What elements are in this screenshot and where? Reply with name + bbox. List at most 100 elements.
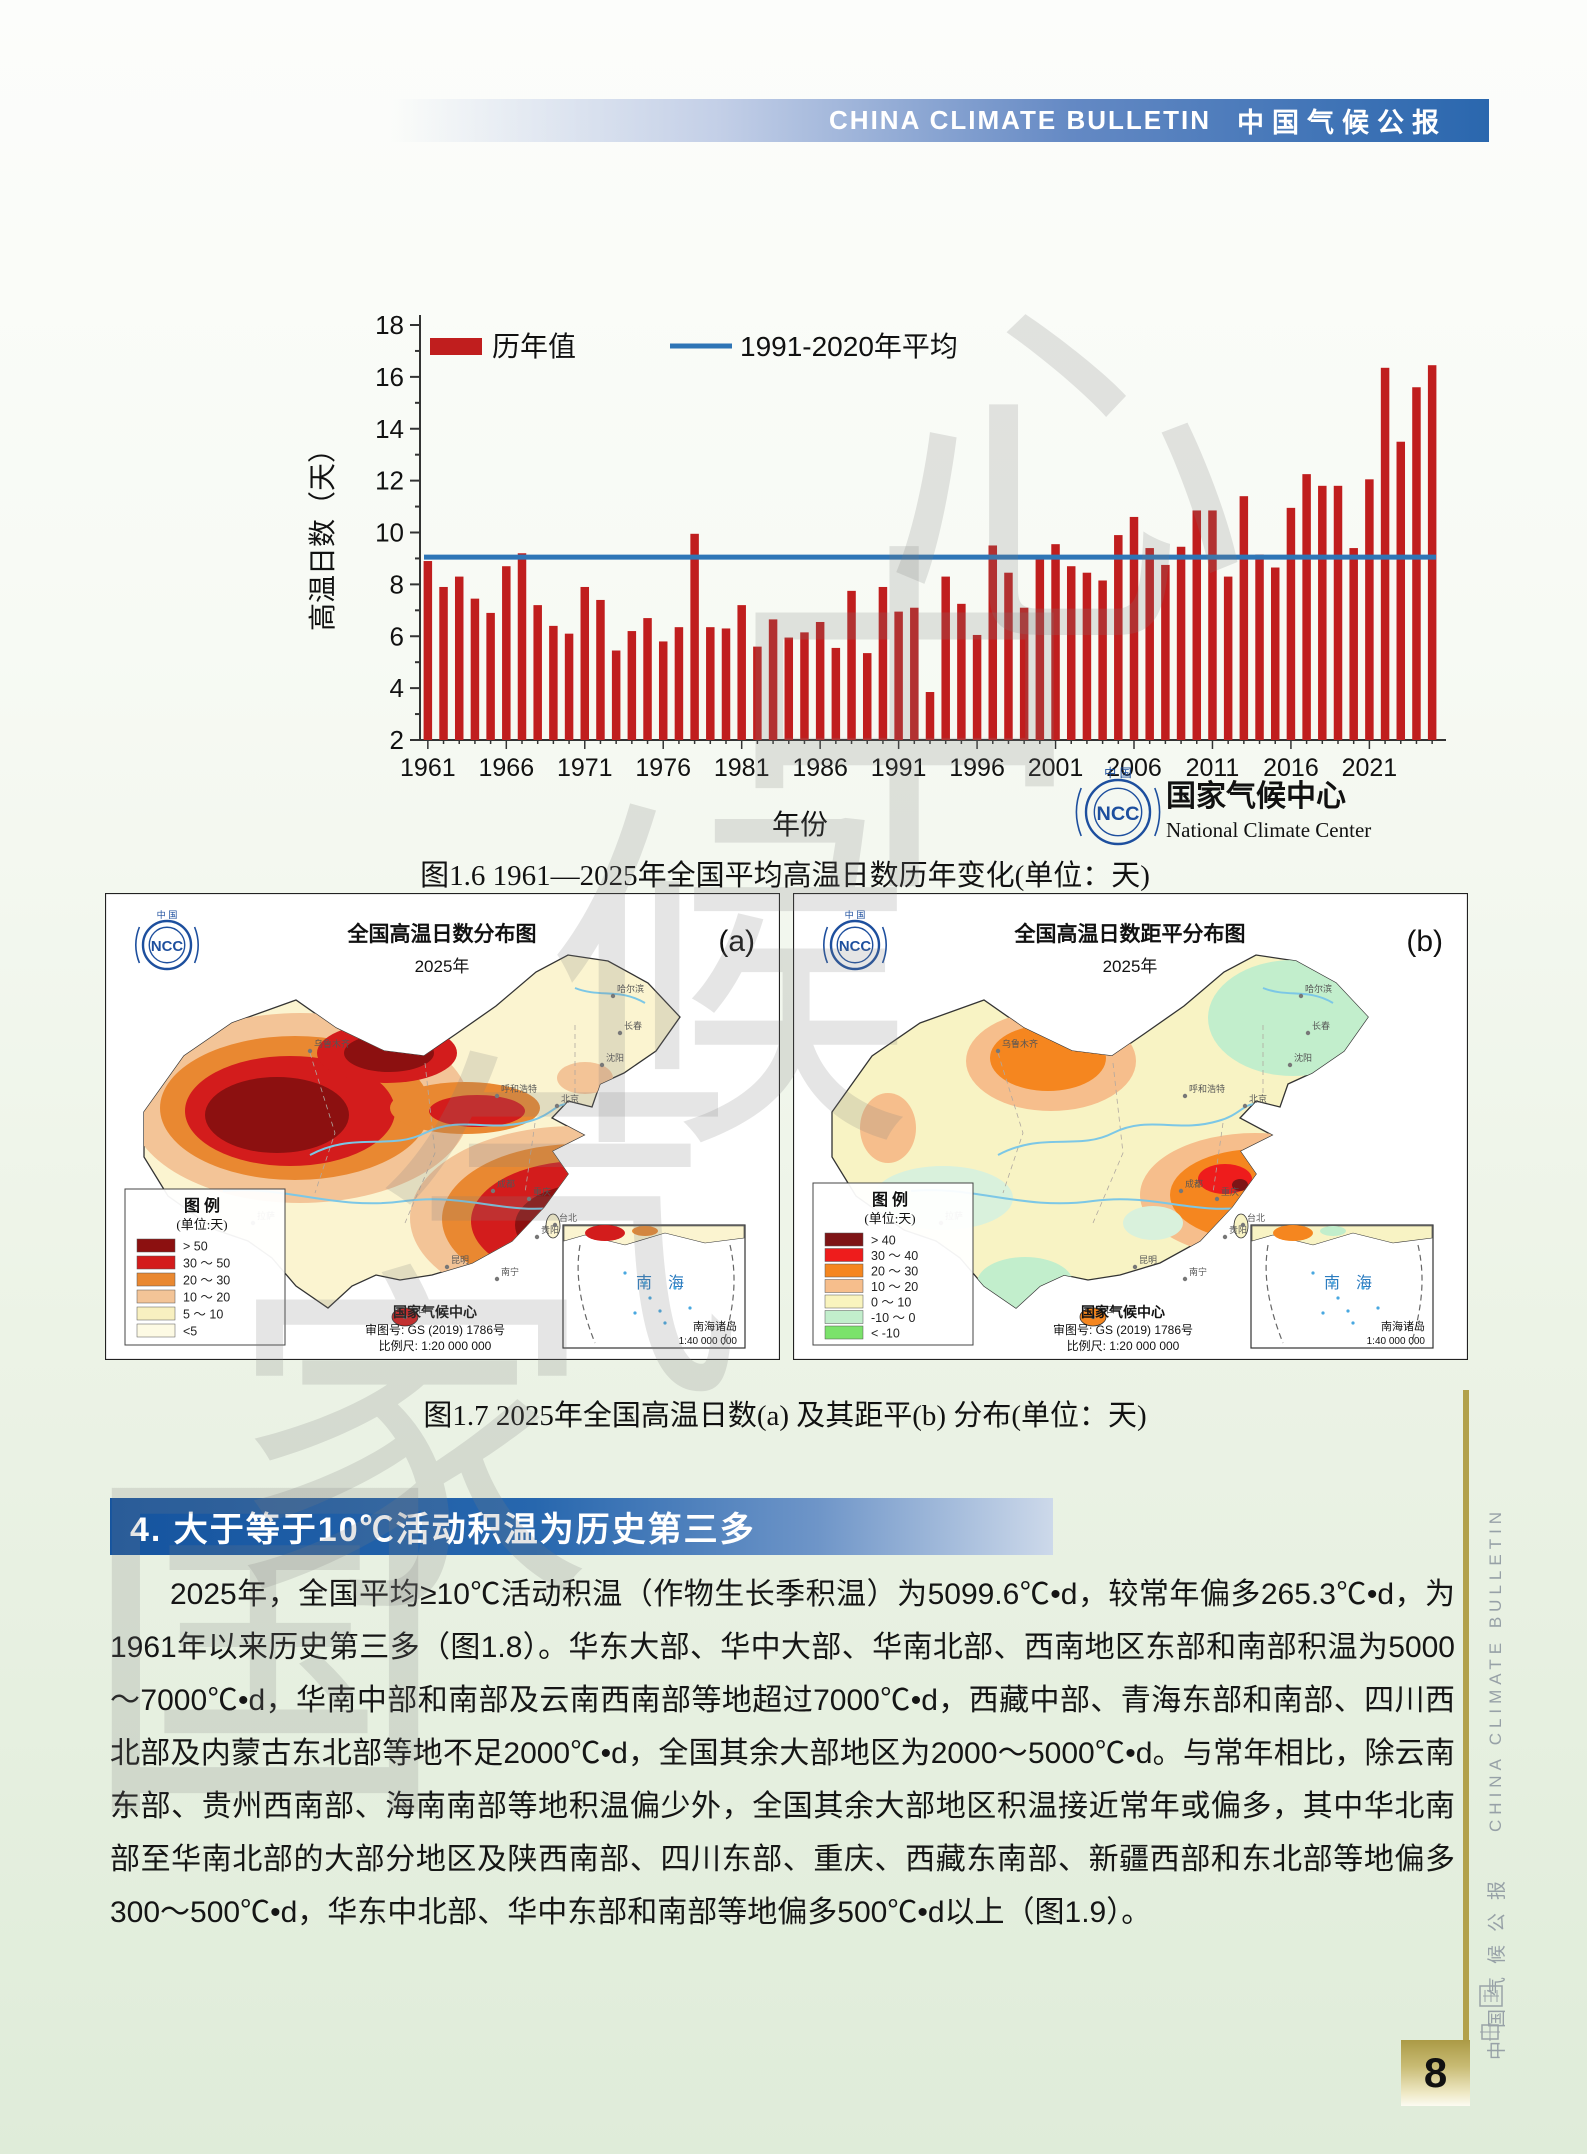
ncc-logo-icon: NCC 中 国 xyxy=(823,909,887,971)
bar-1986 xyxy=(815,621,825,740)
bar-2005 xyxy=(1114,535,1123,740)
bar-2018 xyxy=(1318,485,1327,740)
bar-1990 xyxy=(878,586,888,740)
city-marker xyxy=(1222,1234,1228,1240)
x-tick-label: 2001 xyxy=(1028,754,1084,782)
y-tick-label: 14 xyxy=(375,414,404,444)
bar-2016 xyxy=(1286,507,1296,740)
bar-1983 xyxy=(768,619,778,740)
bar-2007 xyxy=(1145,548,1154,740)
figure-1-6-caption: 图1.6 1961—2025年全国平均高温日数历年变化(单位：天) xyxy=(420,860,1150,892)
bar-2017 xyxy=(1302,474,1311,740)
bar-1965 xyxy=(486,612,495,740)
city-label: 北京 xyxy=(1249,1093,1267,1104)
bar-1981 xyxy=(737,605,746,740)
bar-1971 xyxy=(580,586,590,740)
x-tick-label: 1991 xyxy=(871,754,927,782)
city-marker xyxy=(1090,1314,1096,1320)
map-legend-title: 图 例 xyxy=(184,1196,220,1215)
city-label: 昆明 xyxy=(451,1255,469,1265)
inset-caption-2: 1:40 000 000 xyxy=(679,1336,738,1347)
svg-text:NCC: NCC xyxy=(1097,803,1140,825)
section-heading: 4. 大于等于10℃活动积温为历史第三多 xyxy=(130,1511,756,1549)
bar-1997 xyxy=(988,545,998,740)
map-title: 全国高温日数分布图 xyxy=(347,922,537,946)
y-tick-label: 12 xyxy=(375,466,404,496)
bar-1998 xyxy=(1004,572,1013,740)
city-marker xyxy=(1182,1093,1188,1099)
svg-text:中 国: 中 国 xyxy=(845,909,866,920)
bar-2012 xyxy=(1223,576,1233,740)
y-tick-label: 8 xyxy=(390,569,404,599)
sidebar-text-en: CHINA CLIMATE BULLETIN xyxy=(1485,1506,1505,1832)
bar-1994 xyxy=(941,576,950,740)
bar-1963 xyxy=(454,576,464,740)
legend-line-label: 1991-2020年平均 xyxy=(740,331,958,362)
sea-inset-box xyxy=(562,1224,746,1349)
x-tick-label: 1961 xyxy=(400,754,456,782)
bar-1988 xyxy=(847,590,856,740)
bar-1979 xyxy=(706,627,715,740)
map-legend-label: 0 ～ 10 xyxy=(871,1296,911,1310)
bar-2019 xyxy=(1333,485,1343,740)
bar-1969 xyxy=(549,625,558,740)
ncc-logo-icon: NCC 中 国 xyxy=(135,909,199,971)
bar-2021 xyxy=(1365,479,1374,740)
y-tick-label: 10 xyxy=(375,518,404,548)
y-tick-label: 2 xyxy=(390,725,404,755)
city-marker xyxy=(526,1196,532,1202)
bar-2002 xyxy=(1066,566,1076,740)
bar-1973 xyxy=(611,650,621,740)
map-credit-1: 国家气候中心 xyxy=(1081,1304,1165,1320)
y-tick-label: 4 xyxy=(390,673,404,703)
header-banner: CHINA CLIMATE BULLETIN 中国气候公报 xyxy=(390,99,1489,142)
y-tick-label: 16 xyxy=(375,362,404,392)
bar-2020 xyxy=(1349,548,1358,740)
bar-1995 xyxy=(957,603,966,740)
figure-1-7-caption: 图1.7 2025年全国高温日数(a) 及其距平(b) 分布(单位：天) xyxy=(423,1400,1147,1432)
city-label: 台北 xyxy=(559,1212,577,1223)
svg-text:NCC: NCC xyxy=(151,939,183,955)
city-marker xyxy=(494,1093,500,1099)
bar-1967 xyxy=(517,553,527,740)
ncc-name-zh: 国家气候中心 xyxy=(1166,780,1346,813)
bar-1976 xyxy=(658,641,668,740)
seal-icon-1 xyxy=(1479,1985,1503,2007)
city-label: 成都 xyxy=(1185,1178,1203,1189)
city-label: 重庆 xyxy=(533,1186,551,1197)
city-marker xyxy=(617,1030,623,1036)
y-tick-label: 6 xyxy=(390,621,404,651)
city-label: 乌鲁木齐 xyxy=(1002,1038,1038,1049)
river xyxy=(1262,987,1334,1004)
page-number-badge: 8 xyxy=(1401,2040,1470,2106)
map-credit-2: 审图号: GS (2019) 1786号 xyxy=(365,1322,505,1337)
city-label: 长春 xyxy=(624,1020,642,1031)
bar-2009 xyxy=(1176,546,1186,740)
city-label: 北京 xyxy=(561,1093,579,1104)
map-legend-label: 10 ～ 20 xyxy=(183,1291,230,1305)
bar-1987 xyxy=(831,647,841,740)
bar-1984 xyxy=(784,637,794,740)
bar-2013 xyxy=(1239,496,1249,740)
map-legend-title: 图 例 xyxy=(872,1190,908,1209)
bar-1992 xyxy=(910,607,919,740)
bar-2010 xyxy=(1192,510,1202,740)
city-label: 呼和浩特 xyxy=(501,1083,537,1094)
x-tick-label: 1986 xyxy=(792,754,848,782)
svg-text:中 国: 中 国 xyxy=(1104,765,1132,780)
map-panel-b: 全国高温日数距平分布图 2025年 (b) NCC 中 国乌鲁木齐 哈尔滨 长春 沈阳 北京 呼和… xyxy=(792,892,1469,1361)
city-marker xyxy=(554,1103,560,1109)
map-title: 全国高温日数距平分布图 xyxy=(1014,922,1246,946)
section-heading-bar: 4. 大于等于10℃活动积温为历史第三多 xyxy=(110,1498,1053,1555)
bar-1970 xyxy=(564,633,574,740)
svg-text:NCC: NCC xyxy=(839,939,871,955)
city-marker xyxy=(1287,1062,1293,1068)
bar-1966 xyxy=(502,566,511,740)
bar-2025 xyxy=(1427,365,1437,740)
map-legend-label: > 40 xyxy=(871,1234,896,1248)
city-label: 台北 xyxy=(1247,1212,1265,1223)
map-legend-unit: (单位:天) xyxy=(176,1217,227,1232)
map-legend-label: 30 ～ 40 xyxy=(871,1249,918,1263)
city-label: 南宁 xyxy=(1189,1266,1207,1277)
map-legend-label: 10 ～ 20 xyxy=(871,1280,918,1294)
